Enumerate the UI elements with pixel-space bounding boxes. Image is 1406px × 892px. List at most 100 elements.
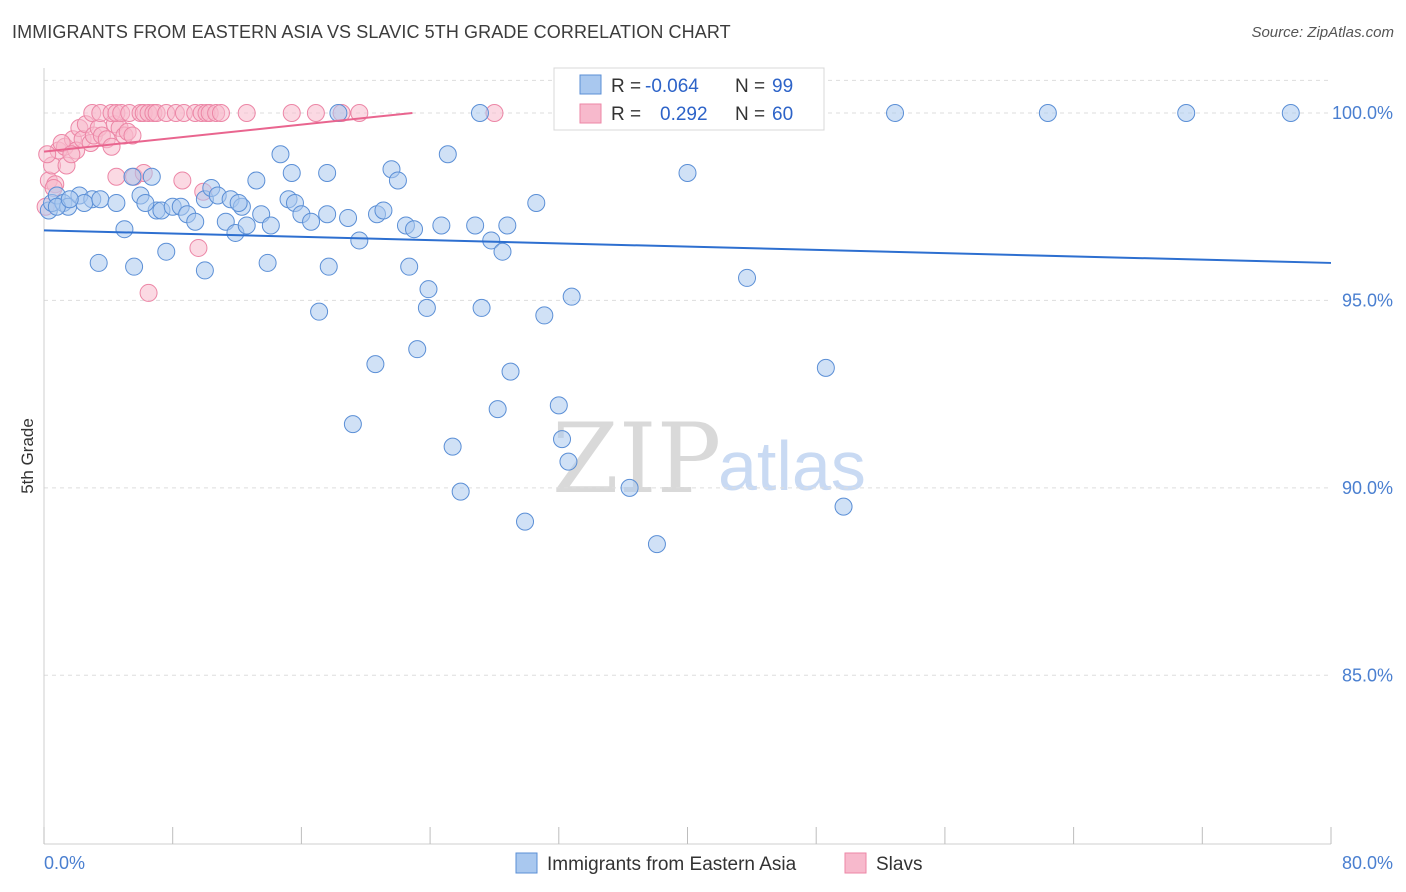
y-tick-label: 100.0%	[1332, 103, 1393, 123]
data-point	[38, 145, 57, 164]
data-point	[271, 145, 290, 164]
data-point	[647, 535, 666, 554]
x-ticks	[43, 827, 1332, 844]
source-label: Source: ZipAtlas.com	[1251, 24, 1394, 41]
data-point	[443, 437, 462, 456]
x-tick-label-min: 0.0%	[44, 853, 85, 873]
data-point	[562, 287, 581, 306]
data-point	[527, 193, 546, 212]
data-point	[189, 238, 208, 257]
trend-line-slavs	[43, 111, 413, 153]
data-point	[115, 220, 134, 239]
stats-r-label-pink: R =	[611, 104, 641, 125]
stats-legend-pink-swatch	[579, 103, 602, 124]
data-point	[89, 253, 108, 272]
data-point	[419, 280, 438, 299]
data-point	[123, 126, 142, 145]
stats-n-label-blue: N =	[735, 76, 765, 97]
data-point	[282, 163, 301, 182]
data-point	[466, 216, 485, 235]
data-point	[374, 201, 393, 220]
y-tick-labels: 85.0% 90.0% 95.0% 100.0%	[1332, 103, 1393, 685]
slavs-points	[36, 103, 504, 302]
legend-label-eastern-asia: Immigrants from Eastern Asia	[547, 854, 797, 875]
data-point	[261, 216, 280, 235]
data-point	[451, 482, 470, 501]
data-point	[366, 355, 385, 374]
stats-n-value-blue: 99	[772, 76, 793, 97]
data-point	[620, 478, 639, 497]
data-point	[107, 167, 126, 186]
y-tick-label: 95.0%	[1342, 290, 1393, 310]
stats-n-label-pink: N =	[735, 104, 765, 125]
data-point	[258, 253, 277, 272]
data-point	[173, 171, 192, 190]
stats-r-label-blue: R =	[611, 76, 641, 97]
data-point	[388, 171, 407, 190]
data-point	[319, 257, 338, 276]
trend-line-eastern-asia	[43, 229, 1332, 264]
data-point	[339, 208, 358, 227]
data-point	[318, 205, 337, 224]
watermark-zip: ZIP	[552, 403, 721, 515]
data-point	[282, 103, 301, 122]
bottom-legend: Immigrants from Eastern Asia Slavs	[515, 852, 922, 875]
legend-swatch-eastern-asia	[515, 852, 538, 874]
data-point	[302, 212, 321, 231]
data-point	[125, 257, 144, 276]
stats-r-value-pink: 0.292	[660, 104, 708, 125]
data-point	[60, 190, 79, 209]
data-point	[738, 268, 757, 287]
data-point	[306, 103, 325, 122]
data-point	[417, 298, 436, 317]
data-point	[501, 362, 520, 381]
data-point	[91, 190, 110, 209]
data-point	[559, 452, 578, 471]
data-point	[343, 415, 362, 434]
eastern-asia-points	[39, 103, 1300, 554]
data-point	[237, 216, 256, 235]
x-tick-label-max: 80.0%	[1342, 853, 1393, 873]
y-tick-label: 85.0%	[1342, 665, 1393, 685]
legend-swatch-slavs	[844, 852, 867, 874]
data-point	[107, 193, 126, 212]
data-point	[498, 216, 517, 235]
data-point	[310, 302, 329, 321]
data-point	[678, 163, 697, 182]
data-point	[553, 430, 572, 449]
data-point	[816, 358, 835, 377]
data-point	[408, 340, 427, 359]
data-point	[834, 497, 853, 516]
stats-n-value-pink: 60	[772, 104, 793, 125]
data-point	[470, 103, 489, 122]
y-axis-title: 5th Grade	[18, 418, 37, 494]
data-point	[318, 163, 337, 182]
chart-title: IMMIGRANTS FROM EASTERN ASIA VS SLAVIC 5…	[12, 22, 731, 42]
data-point	[186, 212, 205, 231]
data-point	[516, 512, 535, 531]
data-point	[350, 231, 369, 250]
stats-legend-blue-swatch	[579, 74, 602, 95]
data-point	[329, 103, 348, 122]
data-point	[247, 171, 266, 190]
legend-label-slavs: Slavs	[876, 854, 922, 875]
data-point	[405, 220, 424, 239]
data-point	[102, 137, 121, 156]
data-point	[123, 167, 142, 186]
watermark-atlas: atlas	[718, 427, 866, 505]
data-point	[886, 103, 905, 122]
data-point	[472, 298, 491, 317]
data-point	[488, 400, 507, 419]
trend-lines	[43, 111, 1332, 264]
y-tick-label: 90.0%	[1342, 478, 1393, 498]
data-point	[549, 396, 568, 415]
data-point	[493, 242, 512, 261]
data-point	[229, 193, 248, 212]
data-point	[432, 216, 451, 235]
data-point	[139, 283, 158, 302]
data-point	[195, 261, 214, 280]
data-point	[1177, 103, 1196, 122]
data-point	[211, 103, 230, 122]
data-point	[400, 257, 419, 276]
